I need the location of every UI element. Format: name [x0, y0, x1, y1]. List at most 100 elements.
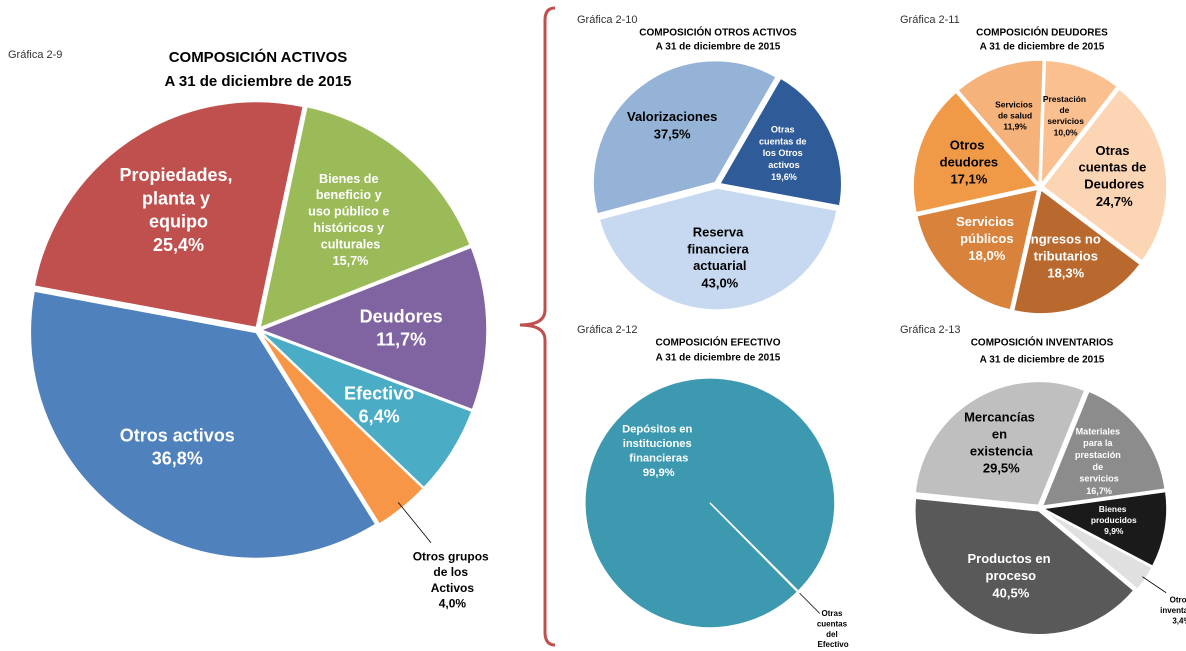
label-line: culturales — [321, 238, 381, 252]
pie-slice — [914, 380, 1086, 507]
pie-slice — [584, 377, 836, 629]
label-line: beneficio y — [316, 189, 385, 203]
value-label: 11,7% — [376, 329, 426, 349]
chart-title: COMPOSICIÓN OTROS ACTIVOS — [639, 26, 797, 39]
label-line: Otros grupos — [413, 550, 492, 564]
slice-label: Otras cuentas del Efectivo — [817, 609, 849, 649]
label-line: financieras — [629, 453, 688, 465]
pie-slice — [1041, 87, 1168, 263]
chart-subtitle: A 31 de diciembre de 2015 — [980, 42, 1105, 53]
pie-slice — [258, 246, 488, 411]
pie-slice — [29, 290, 377, 560]
label-line: instituciones — [623, 438, 695, 450]
label-line: para la — [1083, 439, 1115, 449]
chart-number: Gráfica 2-9 — [8, 49, 62, 61]
pie-slice — [260, 330, 474, 489]
chart-title: COMPOSICIÓN INVENTARIOS — [971, 336, 1114, 349]
pie-slice — [33, 100, 305, 329]
pie-slice — [1040, 59, 1119, 187]
value-label: 3,4% — [1172, 616, 1186, 625]
value-label: 9,9% — [1104, 526, 1124, 536]
slice-label: Productos en proceso — [968, 552, 1055, 584]
slice-label: Otras cuentas de los Otros activos — [759, 125, 809, 170]
leader-line — [1142, 576, 1167, 593]
bracket — [519, 6, 556, 647]
label-line: Depósitos en — [622, 424, 695, 436]
slice-label: Bienes de beneficio y uso público e hist… — [308, 172, 393, 252]
chart-subtitle: A 31 de diciembre de 2015 — [656, 42, 781, 53]
label-line: activos — [768, 160, 799, 170]
label-line: Valorizaciones — [627, 109, 717, 124]
value-label: 37,5% — [654, 126, 691, 141]
label-line: Propiedades, — [120, 165, 238, 185]
label-line: Servicios — [995, 100, 1035, 110]
label-line: tributarios — [1034, 249, 1098, 264]
slice-label: Efectivo — [344, 383, 414, 403]
label-line: los Otros — [763, 149, 805, 159]
value-label: 16,7% — [1086, 486, 1112, 496]
pie-slice — [1040, 490, 1168, 568]
slice-label: Mercancías en existencia — [964, 410, 1038, 459]
label-line: Otras — [1095, 143, 1133, 158]
pie-slice — [258, 105, 472, 329]
slice-label: Depósitos en instituciones financieras — [622, 424, 695, 465]
label-line: cuentas de — [759, 137, 809, 147]
value-label: 99,9% — [643, 467, 675, 479]
label-line: Otros — [950, 138, 988, 153]
label-line: uso público e — [308, 205, 393, 219]
slice-label: Otros inventarios — [1160, 596, 1186, 615]
chart-number: Gráfica 2-11 — [900, 14, 960, 26]
slice-label: Otros activos — [120, 425, 235, 445]
label-line: Efectivo — [818, 640, 849, 649]
slice-label: Prestación de servicios — [1043, 94, 1089, 126]
slice-label: Valorizaciones — [627, 109, 717, 124]
label-line: públicos — [960, 231, 1013, 246]
slice-label: Otras cuentas de Deudores — [1079, 143, 1151, 192]
label-line: Bienes — [1099, 504, 1129, 514]
label-line: Productos en — [968, 552, 1055, 567]
label-line: actuarial — [693, 259, 746, 274]
value-label: 15,7% — [333, 254, 369, 268]
label-line: existencia — [970, 444, 1034, 459]
label-line: planta y — [142, 188, 215, 208]
pie-slice — [598, 187, 838, 311]
label-line: Bienes de — [319, 172, 382, 186]
value-label: 10,0% — [1054, 127, 1078, 137]
label-line: en — [992, 427, 1011, 442]
chart-subtitle: A 31 de diciembre de 2015 — [164, 73, 351, 90]
leader-line — [799, 592, 821, 614]
slice-label: Otros grupos de los Activos — [413, 550, 492, 595]
value-label: 11,9% — [1003, 122, 1027, 132]
label-line: cuentas — [817, 620, 849, 629]
value-label: 6,4% — [359, 407, 400, 427]
value-label: 29,5% — [983, 461, 1020, 476]
label-line: prestación — [1075, 450, 1124, 460]
pie-slice — [956, 59, 1045, 187]
slice-label: Reserva financiera actuarial — [687, 225, 752, 274]
label-line: Otras — [771, 125, 797, 135]
label-line: históricos y — [313, 221, 387, 235]
chart-title: COMPOSICIÓN DEUDORES — [976, 26, 1108, 39]
label-line: Prestación — [1043, 94, 1089, 104]
value-label: 43,0% — [701, 275, 738, 290]
label-line: Mercancías — [964, 410, 1038, 425]
label-line: Materiales — [1076, 427, 1123, 437]
value-label: 18,3% — [1047, 266, 1084, 281]
label-line: Reserva — [693, 225, 747, 240]
label-line: deudores — [940, 155, 999, 170]
slice-label: Deudores — [360, 306, 443, 326]
pie-slice — [1012, 188, 1142, 315]
slice-label: Servicios de salud — [995, 100, 1035, 121]
pie-slice — [914, 497, 1135, 636]
slice-label: Materiales para la prestación de servici… — [1075, 427, 1124, 484]
label-line: proceso — [986, 568, 1037, 583]
value-label: 4,0% — [439, 597, 467, 611]
label-line: de — [1093, 462, 1106, 472]
chart-title: COMPOSICIÓN EFECTIVO — [655, 336, 780, 349]
pie-slice — [912, 91, 1039, 214]
pie-slice — [1041, 390, 1167, 508]
chart-subtitle: A 31 de diciembre de 2015 — [656, 353, 781, 364]
label-line: de los — [433, 565, 471, 579]
label-line: Otros activos — [120, 425, 235, 445]
label-line: servicios — [1047, 116, 1084, 126]
